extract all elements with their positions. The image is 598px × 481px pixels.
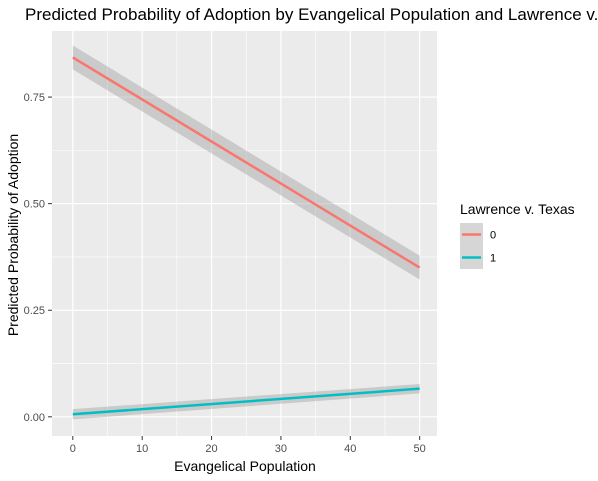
plot-panel (52, 31, 437, 436)
x-tick-label: 40 (344, 443, 356, 455)
x-axis-title: Evangelical Population (174, 458, 316, 474)
y-axis-title: Predicted Probability of Adoption (5, 134, 21, 336)
x-tick-label: 50 (414, 443, 426, 455)
x-tick-label: 0 (70, 443, 76, 455)
legend: Lawrence v. Texas 0 1 (460, 201, 575, 269)
minor-gridlines (52, 31, 437, 436)
legend-title: Lawrence v. Texas (460, 201, 575, 217)
y-tick-label: 0.50 (24, 199, 45, 211)
y-tick-label: 0.00 (24, 412, 45, 424)
legend-label-0: 0 (490, 230, 496, 242)
chart-title: Predicted Probability of Adoption by Eva… (25, 5, 598, 24)
x-tick-label: 10 (136, 443, 148, 455)
x-axis-ticks: 0 10 20 30 40 50 (70, 436, 426, 455)
series-line-0 (72, 56, 421, 269)
x-tick-label: 20 (205, 443, 217, 455)
legend-label-1: 1 (490, 253, 496, 265)
series-lines (72, 56, 421, 416)
y-tick-label: 0.25 (24, 305, 45, 317)
y-tick-label: 0.75 (24, 92, 45, 104)
y-axis-ticks: 0.00 0.25 0.50 0.75 (24, 92, 52, 424)
series-line-1 (72, 387, 420, 416)
major-gridlines (52, 31, 437, 436)
x-tick-label: 30 (275, 443, 287, 455)
